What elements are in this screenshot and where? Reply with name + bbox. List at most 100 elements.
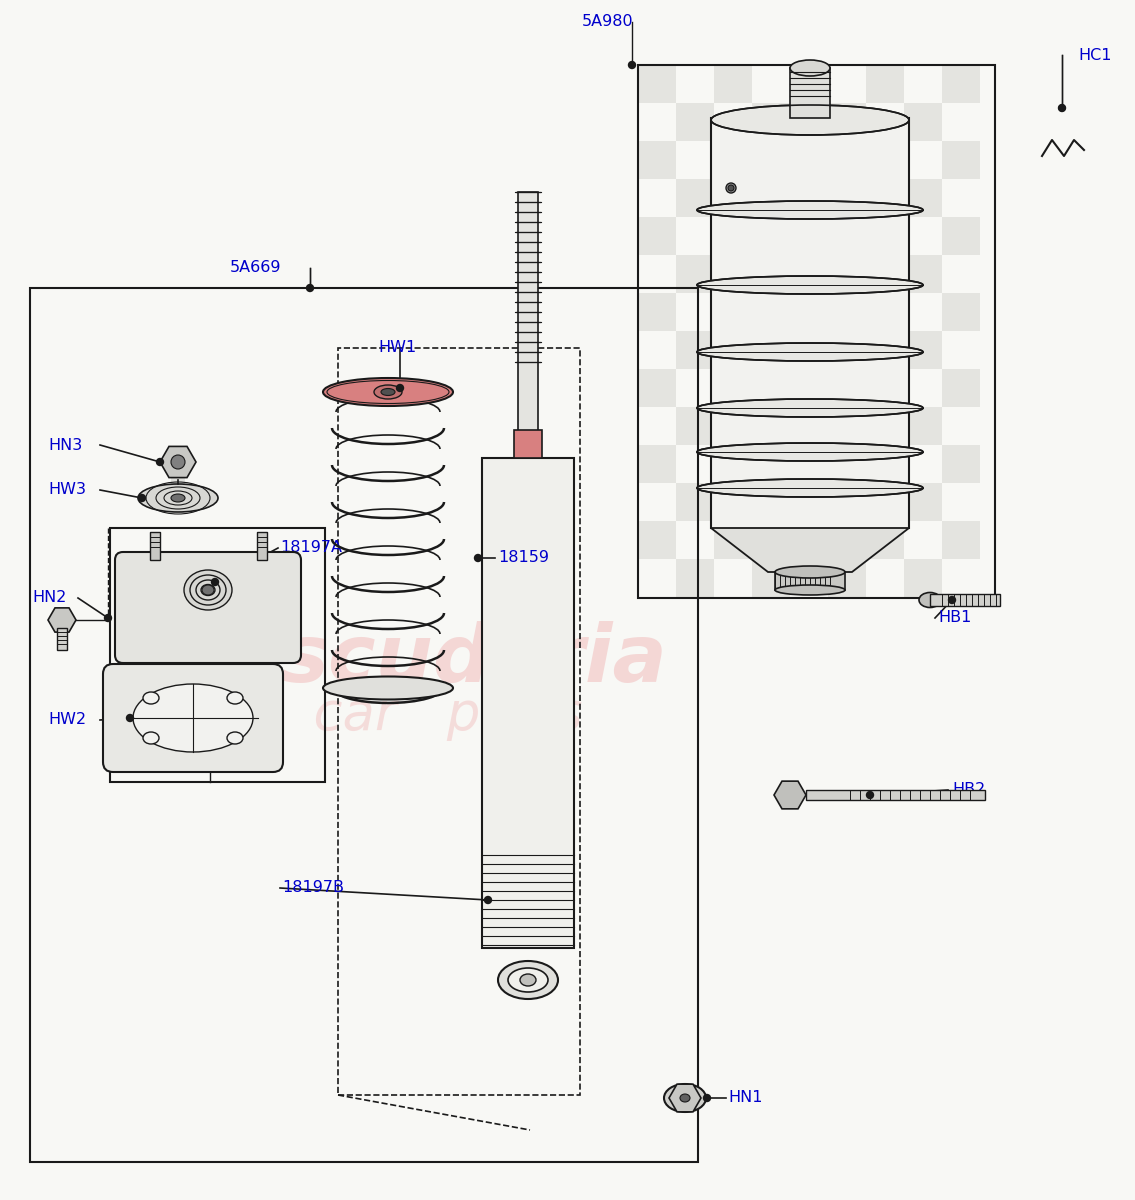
Ellipse shape xyxy=(697,276,923,294)
Bar xyxy=(676,559,714,596)
Bar xyxy=(57,628,67,650)
Bar xyxy=(790,521,829,559)
Bar xyxy=(753,482,790,521)
Text: 18197A: 18197A xyxy=(280,540,342,556)
Ellipse shape xyxy=(919,593,941,607)
Ellipse shape xyxy=(171,494,185,502)
Bar xyxy=(338,348,580,1094)
Circle shape xyxy=(1059,104,1065,110)
Circle shape xyxy=(138,494,145,502)
Polygon shape xyxy=(160,446,196,478)
Bar xyxy=(903,407,942,445)
Bar xyxy=(638,293,676,331)
Text: HN3: HN3 xyxy=(48,438,82,452)
Bar xyxy=(638,65,676,103)
Polygon shape xyxy=(774,781,806,809)
Bar xyxy=(753,407,790,445)
Ellipse shape xyxy=(227,692,243,704)
Text: HB1: HB1 xyxy=(938,611,972,625)
Bar xyxy=(676,103,714,140)
Ellipse shape xyxy=(697,443,923,461)
Bar xyxy=(866,140,903,179)
Ellipse shape xyxy=(680,1094,690,1102)
Text: HW3: HW3 xyxy=(48,482,86,498)
Text: HB2: HB2 xyxy=(952,782,985,798)
Ellipse shape xyxy=(323,378,453,406)
Ellipse shape xyxy=(664,1084,706,1112)
Ellipse shape xyxy=(143,732,159,744)
Bar xyxy=(257,532,267,560)
Bar xyxy=(775,572,844,590)
Ellipse shape xyxy=(775,584,844,595)
Ellipse shape xyxy=(508,968,548,992)
Ellipse shape xyxy=(726,182,735,193)
Circle shape xyxy=(396,384,404,391)
Bar xyxy=(942,293,980,331)
Ellipse shape xyxy=(143,692,159,704)
Ellipse shape xyxy=(775,566,844,578)
Bar xyxy=(806,790,985,800)
Circle shape xyxy=(1059,104,1066,112)
Bar xyxy=(866,370,903,407)
Bar xyxy=(753,254,790,293)
Ellipse shape xyxy=(138,484,218,512)
Bar xyxy=(638,445,676,482)
Circle shape xyxy=(474,554,481,562)
Bar xyxy=(714,217,753,254)
Bar xyxy=(942,370,980,407)
Bar xyxy=(676,407,714,445)
Text: 5A980: 5A980 xyxy=(582,14,633,30)
Bar xyxy=(903,254,942,293)
Bar xyxy=(903,482,942,521)
Bar xyxy=(753,331,790,370)
Bar xyxy=(866,521,903,559)
Circle shape xyxy=(866,792,874,798)
Bar xyxy=(930,594,1000,606)
Circle shape xyxy=(704,1094,711,1102)
Circle shape xyxy=(306,284,313,292)
Ellipse shape xyxy=(728,185,734,191)
Bar xyxy=(714,370,753,407)
Circle shape xyxy=(629,61,636,68)
Bar xyxy=(30,288,698,1162)
Bar xyxy=(790,140,829,179)
Bar xyxy=(829,331,866,370)
Bar xyxy=(829,254,866,293)
Ellipse shape xyxy=(196,580,220,600)
Ellipse shape xyxy=(697,479,923,497)
Ellipse shape xyxy=(520,974,536,986)
Bar xyxy=(518,192,538,438)
Bar xyxy=(638,217,676,254)
Ellipse shape xyxy=(711,104,909,134)
Text: HN2: HN2 xyxy=(32,590,66,606)
Bar xyxy=(790,370,829,407)
FancyBboxPatch shape xyxy=(103,664,283,772)
Text: HW2: HW2 xyxy=(48,713,86,727)
Bar xyxy=(790,68,830,118)
Text: HN1: HN1 xyxy=(728,1091,763,1105)
Bar xyxy=(790,217,829,254)
Text: HC1: HC1 xyxy=(1078,48,1111,62)
Circle shape xyxy=(126,714,134,721)
Bar xyxy=(829,179,866,217)
Circle shape xyxy=(104,614,111,622)
Circle shape xyxy=(485,896,491,904)
Bar xyxy=(942,140,980,179)
Ellipse shape xyxy=(133,684,253,752)
Ellipse shape xyxy=(375,385,402,398)
Bar xyxy=(676,482,714,521)
Bar xyxy=(790,445,829,482)
Ellipse shape xyxy=(323,677,453,700)
Bar xyxy=(790,293,829,331)
Circle shape xyxy=(211,578,219,586)
Bar xyxy=(714,293,753,331)
Bar xyxy=(638,521,676,559)
Ellipse shape xyxy=(202,584,215,595)
Ellipse shape xyxy=(697,398,923,416)
Bar xyxy=(942,521,980,559)
Bar xyxy=(903,559,942,596)
Bar xyxy=(866,445,903,482)
Bar xyxy=(903,331,942,370)
Bar xyxy=(110,528,325,782)
Bar xyxy=(714,140,753,179)
